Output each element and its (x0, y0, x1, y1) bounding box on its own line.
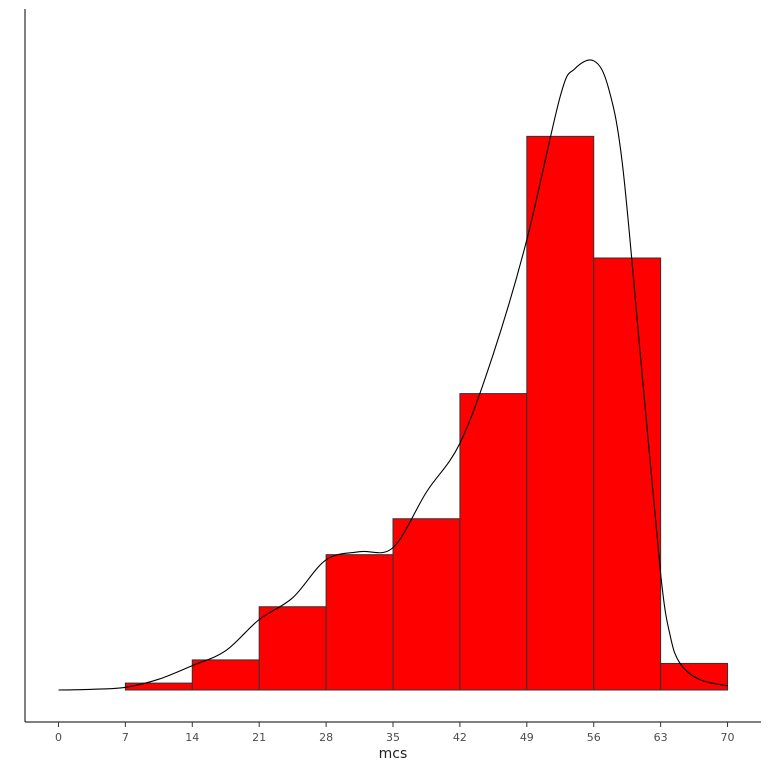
x-tick-label: 21 (252, 731, 266, 744)
x-tick-label: 70 (721, 731, 735, 744)
histogram-bar (526, 135, 595, 691)
x-tick-label: 7 (122, 731, 129, 744)
x-tick-label: 14 (185, 731, 199, 744)
histogram-bar (124, 682, 193, 691)
histogram-bars (124, 135, 729, 691)
x-tick-label: 0 (55, 731, 62, 744)
x-tick-label: 42 (453, 731, 467, 744)
x-tick-label: 49 (520, 731, 534, 744)
histogram-bar (258, 606, 327, 691)
histogram-bar (191, 659, 260, 691)
histogram-bar (459, 393, 528, 691)
x-axis-title: mcs (379, 746, 408, 762)
histogram-bar (593, 257, 662, 691)
x-tick-label: 63 (654, 731, 668, 744)
histogram-bar (325, 554, 394, 691)
x-tick-label: 56 (587, 731, 601, 744)
x-axis-ticks: 0 7 14 21 28 35 42 49 56 63 70 (55, 722, 735, 744)
density-curve (58, 59, 728, 691)
x-tick-label: 28 (319, 731, 333, 744)
x-tick-label: 35 (386, 731, 400, 744)
histogram-bar (392, 518, 461, 691)
